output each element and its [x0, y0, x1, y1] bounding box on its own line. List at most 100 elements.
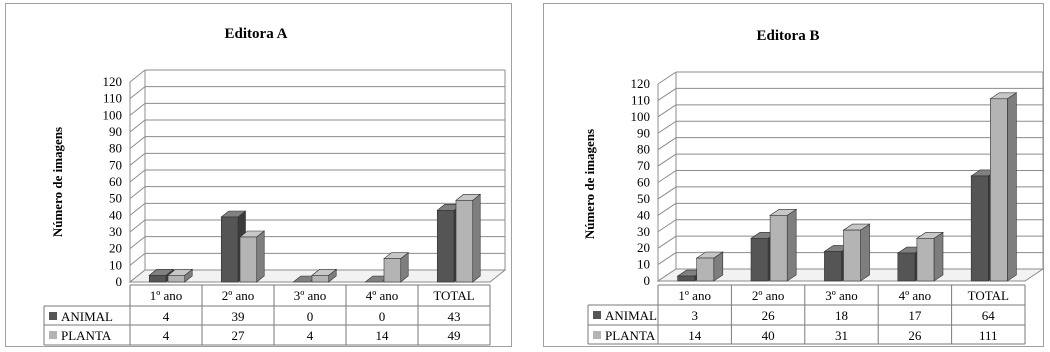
legend-entry: PLANTA: [605, 328, 656, 343]
bar-front: [750, 238, 769, 282]
bar-front: [455, 200, 474, 283]
gridline-diagonal: [657, 153, 677, 167]
gridline-diagonal: [129, 152, 146, 166]
bar: [915, 231, 944, 282]
legend-entry: PLANTA: [61, 328, 112, 343]
bar: [455, 193, 482, 283]
chart-editora-a: Editora A Número de imagens 0 10 20 30 40 50 60 7…: [0, 0, 520, 352]
y-tick-label: 110: [631, 92, 650, 107]
data-label: 64: [982, 308, 996, 323]
y-tick-label: 30: [109, 224, 122, 239]
y-tick-label: 60: [109, 174, 122, 189]
bar-side: [472, 193, 481, 283]
y-axis-label: Número de imagens: [582, 129, 597, 239]
gridline-diagonal: [129, 252, 146, 266]
gridline-diagonal: [129, 202, 146, 216]
bar-front: [311, 275, 330, 283]
bar: [239, 230, 266, 283]
y-tick-label: 70: [637, 158, 650, 173]
bar-front: [769, 215, 788, 282]
y-tick-label: 50: [637, 191, 650, 206]
gridline-diagonal: [129, 102, 146, 116]
gridline-diagonal: [657, 170, 677, 183]
bar-front: [239, 236, 258, 283]
bar-side: [786, 208, 797, 282]
chart-title: Editora A: [225, 26, 288, 42]
data-label: 4: [163, 328, 170, 343]
gridline-diagonal: [129, 86, 146, 100]
x-tick-label: 2º ano: [222, 288, 255, 303]
y-tick-label: 30: [637, 224, 650, 239]
y-tick-label: 80: [637, 142, 650, 157]
bar: [383, 252, 410, 283]
bar-front: [148, 275, 167, 283]
data-label: 14: [376, 328, 390, 343]
gridline-diagonal: [657, 186, 677, 200]
gridline-diagonal: [129, 169, 146, 183]
bar-front: [897, 252, 916, 282]
y-tick-label: 70: [109, 157, 122, 172]
bar-front: [824, 251, 842, 282]
bar-front: [843, 229, 861, 282]
y-tick-label: 40: [109, 207, 122, 222]
legend-swatch: [593, 311, 601, 319]
bar-front: [696, 257, 715, 282]
data-label: 31: [835, 328, 848, 343]
data-label: 26: [762, 308, 776, 323]
x-tick-label: 3º ano: [294, 288, 327, 303]
x-tick-label: 4º ano: [899, 288, 932, 303]
bar-side: [933, 231, 944, 282]
x-tick-label: 4º ano: [366, 288, 399, 303]
data-label: 39: [232, 309, 245, 324]
gridline-diagonal: [129, 236, 146, 250]
y-tick-label: 100: [103, 107, 123, 122]
bar-front: [167, 275, 186, 283]
gridline-diagonal: [657, 235, 677, 249]
bar: [769, 208, 798, 282]
gridline-diagonal: [657, 219, 677, 233]
data-label: 4: [307, 328, 314, 343]
y-tick-label: 90: [637, 125, 650, 140]
gridline-diagonal: [657, 120, 677, 134]
y-tick-label: 20: [109, 241, 122, 256]
y-tick-label: 100: [631, 109, 651, 124]
data-label: 0: [307, 309, 314, 324]
data-table: 1º ano 3 14 2º ano 26 40 3º ano 18 31 4º ano 17 26 T…: [587, 284, 1026, 345]
data-label: 14: [688, 328, 702, 343]
bar-side: [1007, 92, 1017, 282]
data-table: 1º ano 4 4 2º ano 39 27 3º ano 0 4 4º ano 0 14 TOTAL…: [43, 284, 491, 346]
bar-front: [383, 258, 402, 283]
y-tick-label: 0: [116, 274, 123, 289]
bar: [989, 92, 1018, 282]
bar: [842, 223, 871, 282]
data-label: 43: [448, 309, 461, 324]
bar-side: [860, 223, 870, 282]
gridline-diagonal: [129, 69, 146, 83]
gridline-diagonal: [129, 119, 146, 133]
chart-editora-b: Editora B Número de imagens 0 10 20 30 40 50 60 7…: [538, 0, 1050, 352]
bar: [220, 210, 247, 283]
bar-front: [970, 175, 989, 282]
bar-side: [256, 230, 265, 283]
legend-entry: ANIMAL: [61, 309, 113, 324]
data-label: 0: [379, 309, 386, 324]
gridline-diagonal: [129, 186, 146, 200]
y-tick-label: 0: [644, 273, 651, 288]
gridline-diagonal: [657, 252, 677, 265]
y-tick-label: 60: [637, 175, 650, 190]
gridline-diagonal: [657, 104, 677, 118]
x-tick-label: TOTAL: [433, 288, 474, 303]
y-axis-label: Número de imagens: [50, 127, 65, 237]
gridline-diagonal: [657, 202, 677, 216]
y-tick-label: 20: [637, 240, 650, 255]
data-label: 17: [908, 308, 922, 323]
gridline-diagonal: [129, 136, 146, 150]
bar-front: [677, 275, 695, 282]
data-label: 111: [979, 328, 998, 343]
chart-title: Editora B: [757, 28, 820, 44]
y-tick-label: 50: [109, 191, 122, 206]
bar: [167, 268, 194, 283]
y-tick-label: 110: [103, 91, 122, 106]
chart-border: [5, 3, 512, 347]
